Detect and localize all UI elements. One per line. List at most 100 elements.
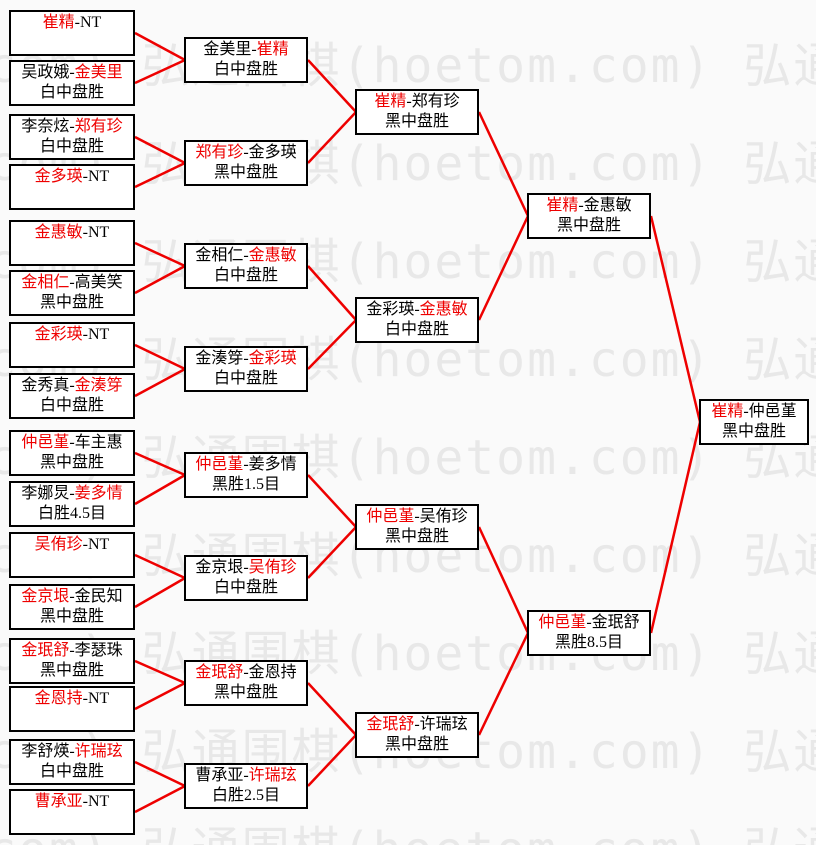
watermark-text: 弘通围棋(hoetom.com) 弘通围棋(hoetom.com) 弘通围棋(h… [0, 136, 816, 192]
match-players: 吴侑珍-NT [11, 535, 133, 555]
connector-line [134, 31, 186, 62]
match-box-round-1-11: 吴侑珍-NT [9, 532, 135, 578]
player-name: NT [88, 224, 110, 241]
match-box-round-2-7: 金珉舒-金恩持 黑中盘胜 [184, 660, 308, 706]
match-box-round-1-12: 金京垠-金民知黑中盘胜 [9, 584, 135, 630]
winner-name: 金惠敏 [248, 247, 297, 264]
match-result: 黑中盘胜 [213, 164, 278, 181]
match-players: 曹承亚-NT [11, 792, 133, 812]
match-players: 曹承亚-许瑞玹 [186, 766, 306, 786]
winner-name: 金彩瑛 [248, 350, 297, 367]
player-separator: - [69, 274, 75, 291]
winner-name: 金美里 [74, 64, 123, 81]
match-box-round-1-5: 金惠敏-NT [9, 220, 135, 266]
match-result: 黑中盘胜 [213, 684, 278, 701]
match-result: 黑中盘胜 [721, 423, 786, 440]
match-result: 白中盘胜 [213, 267, 278, 284]
match-players: 郑有珍-金多瑛 [186, 143, 306, 163]
match-result: 黑中盘胜 [384, 113, 449, 130]
match-players: 金湊笌-金彩瑛 [186, 349, 306, 369]
player-name: 金恩持 [248, 664, 297, 681]
player-name: 姜多情 [248, 456, 297, 473]
connector-line [134, 681, 186, 711]
match-players: 仲邑堇-车主惠 [11, 433, 133, 453]
match-box-round-2-3: 金相仁-金惠敏 白中盘胜 [184, 243, 308, 289]
player-separator: - [243, 559, 249, 576]
match-box-round-1-3: 李奈炫-郑有珍 白中盘胜 [9, 114, 135, 160]
match-box-round-1-8: 金秀真-金湊笌 白中盘胜 [9, 373, 135, 419]
match-players: 李奈炫-郑有珍 [11, 117, 133, 137]
player-separator: - [586, 614, 592, 631]
watermark-text: 弘通围棋(hoetom.com) 弘通围棋(hoetom.com) 弘通围棋(h… [0, 826, 816, 845]
connector-line [649, 215, 702, 423]
player-name: 李瑟珠 [74, 642, 123, 659]
match-players: 吴政娥-金美里 [11, 63, 133, 83]
player-separator: - [243, 144, 249, 161]
winner-name: 曹承亚 [34, 793, 83, 810]
winner-name: 金多瑛 [34, 168, 83, 185]
player-separator: - [82, 536, 88, 553]
player-separator: - [82, 168, 88, 185]
connector-line [134, 367, 186, 398]
player-name: 车主惠 [74, 434, 123, 451]
player-separator: - [578, 197, 584, 214]
player-separator: - [69, 588, 75, 605]
match-players: 崔精-仲邑堇 [701, 402, 807, 422]
match-result: 白中盘胜 [213, 61, 278, 78]
player-separator: - [243, 767, 249, 784]
winner-name: 郑有珍 [74, 118, 123, 135]
player-name: 金珉舒 [591, 614, 640, 631]
match-players: 金美里-崔精 [186, 40, 306, 60]
player-separator: - [414, 301, 420, 318]
connector-line [307, 526, 357, 579]
connector-line [307, 111, 357, 164]
match-result: 黑胜8.5目 [554, 634, 623, 651]
watermark-text: 弘通围棋(hoetom.com) 弘通围棋(hoetom.com) 弘通围棋(h… [0, 430, 816, 486]
player-separator: - [74, 14, 80, 31]
winner-name: 崔精 [711, 403, 744, 420]
match-result: 黑中盘胜 [39, 608, 104, 625]
winner-name: 崔精 [42, 14, 75, 31]
match-box-quarterfinals-2: 金彩瑛-金惠敏 白中盘胜 [355, 297, 479, 343]
match-result: 白中盘胜 [384, 321, 449, 338]
connector-line [307, 682, 357, 736]
match-result: 黑中盘胜 [39, 662, 104, 679]
player-separator: - [82, 224, 88, 241]
match-box-round-2-4: 金湊笌-金彩瑛 白中盘胜 [184, 346, 308, 392]
connector-line [477, 632, 530, 736]
winner-name: 金京垠 [21, 588, 70, 605]
connector-line [134, 659, 186, 685]
connector-line [134, 553, 186, 580]
match-box-round-1-15: 李舒煐-许瑞玹 白中盘胜 [9, 739, 135, 785]
connector-line [307, 59, 357, 113]
match-box-quarterfinals-4: 金珉舒-许瑞玹 黑中盘胜 [355, 712, 479, 758]
player-name: 许瑞玹 [419, 716, 468, 733]
match-players: 李舒煐-许瑞玹 [11, 742, 133, 762]
player-separator: - [82, 326, 88, 343]
player-name: 金相仁 [195, 247, 244, 264]
match-box-round-1-4: 金多瑛-NT [9, 164, 135, 210]
match-players: 金京垠-吴侑珍 [186, 558, 306, 578]
player-name: 李娜炅 [21, 485, 70, 502]
match-result: 白中盘胜 [39, 763, 104, 780]
winner-name: 金湊笌 [74, 377, 123, 394]
winner-name: 姜多情 [74, 485, 123, 502]
match-result: 白中盘胜 [213, 370, 278, 387]
match-result: 黑中盘胜 [384, 528, 449, 545]
match-box-round-1-10: 李娜炅-姜多情 白胜4.5目 [9, 481, 135, 527]
connector-line [134, 343, 186, 371]
match-box-quarterfinals-3: 仲邑堇-吴侑珍 黑中盘胜 [355, 504, 479, 550]
player-name: 李舒煐 [21, 743, 70, 760]
match-box-round-1-1: 崔精-NT [9, 10, 135, 56]
connector-line [649, 421, 702, 634]
match-players: 崔精-NT [11, 13, 133, 33]
player-name: 金民知 [74, 588, 123, 605]
winner-name: 郑有珍 [195, 144, 244, 161]
connector-line [134, 451, 186, 477]
winner-name: 仲邑堇 [21, 434, 70, 451]
connector-line [307, 734, 357, 787]
match-result: 白中盘胜 [39, 397, 104, 414]
player-name: 金美里 [203, 41, 252, 58]
